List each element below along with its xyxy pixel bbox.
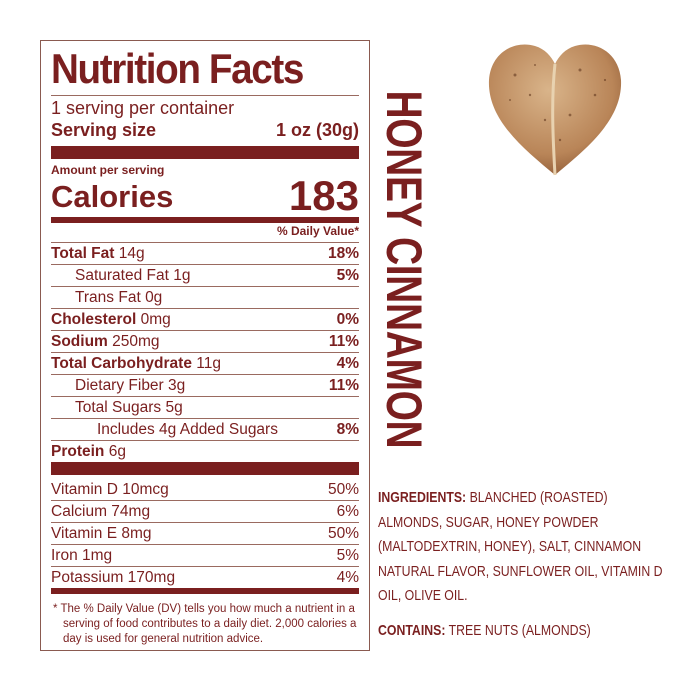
nutrient-dv: 11% xyxy=(328,377,359,394)
nutrient-name: Total Carbohydrate xyxy=(51,355,192,372)
calories-label: Calories xyxy=(51,179,174,214)
nutrient-name: Total Sugars xyxy=(75,399,162,416)
nutrient-amount: 250mg xyxy=(112,333,160,350)
nutrient-row: Saturated Fat 1g 5% xyxy=(51,264,359,286)
nutrient-amount: 14g xyxy=(118,245,145,262)
serving-size-value: 1 oz (30g) xyxy=(275,120,359,140)
calories-value: 183 xyxy=(288,172,359,219)
vitamin-row: Vitamin D 10mcg 50% xyxy=(51,478,359,500)
nutrient-dv: 5% xyxy=(336,267,359,284)
nutrient-row: Sodium 250mg 11% xyxy=(51,330,359,352)
vitamin-row: Iron 1mg 5% xyxy=(51,544,359,566)
nutrient-row: Total Fat 14g 18% xyxy=(51,242,359,264)
nutrient-name: Sodium xyxy=(51,333,108,350)
nutrient-dv: 8% xyxy=(336,421,359,438)
nutrient-name: Protein xyxy=(51,443,105,460)
vitamin-name: Calcium 74mg xyxy=(51,503,151,520)
nutrient-amount: 0g xyxy=(145,289,163,306)
nutrient-row: Cholesterol 0mg 0% xyxy=(51,308,359,330)
nutrient-row: Includes 4g Added Sugars 8% xyxy=(51,418,359,440)
nutrient-amount: 1g xyxy=(173,267,191,284)
almond-heart-image xyxy=(488,44,622,176)
nutrient-dv: 18% xyxy=(327,245,359,262)
vitamin-row: Potassium 170mg 4% xyxy=(51,566,359,588)
nutrient-row: Total Carbohydrate 11g 4% xyxy=(51,352,359,374)
nutrient-name: Saturated Fat xyxy=(75,267,169,284)
nutrient-dv: 0% xyxy=(336,311,359,328)
thick-divider xyxy=(51,146,359,159)
vitamin-name: Vitamin E 8mg xyxy=(51,525,152,542)
ingredients-block: INGREDIENTS: BLANCHED (ROASTED) ALMONDS,… xyxy=(378,486,665,643)
nutrient-name: Total Fat xyxy=(51,245,115,262)
nutrient-row: Protein 6g xyxy=(51,440,359,462)
nutrient-amount: 0mg xyxy=(140,311,171,328)
vitamin-dv: 4% xyxy=(336,569,359,586)
footnote: * The % Daily Value (DV) tells you how m… xyxy=(53,603,357,645)
nutrient-dv: 4% xyxy=(336,355,359,372)
flavor-name: HONEY CINNAMON xyxy=(376,90,432,449)
nutrient-name: Includes 4g Added Sugars xyxy=(97,421,278,438)
nutrient-name: Cholesterol xyxy=(51,311,137,328)
dv-header: % Daily Value* xyxy=(276,224,359,238)
medium-divider xyxy=(51,217,359,223)
vitamin-name: Potassium 170mg xyxy=(51,569,176,586)
thick-divider xyxy=(51,462,359,475)
vitamin-name: Iron 1mg xyxy=(51,547,113,564)
serving-size-label: Serving size xyxy=(51,120,157,140)
nutrient-row: Trans Fat 0g xyxy=(51,286,359,308)
vitamin-row: Calcium 74mg 6% xyxy=(51,500,359,522)
nutrient-name: Trans Fat xyxy=(75,289,141,306)
vitamin-dv: 6% xyxy=(336,503,359,520)
vitamin-dv: 50% xyxy=(327,481,359,498)
allergen-statement: CONTAINS: TREE NUTS (ALMONDS) xyxy=(378,621,591,639)
nutrient-amount: 11g xyxy=(196,355,221,372)
vitamin-row: Vitamin E 8mg 50% xyxy=(51,522,359,544)
nutrient-row: Total Sugars 5g xyxy=(51,396,359,418)
nutrition-facts-title: Nutrition Facts xyxy=(51,45,304,92)
vitamin-dv: 50% xyxy=(327,525,359,542)
medium-divider xyxy=(51,588,359,594)
nutrient-amount: 5g xyxy=(165,399,183,416)
servings-per-container: 1 serving per container xyxy=(51,98,235,118)
nutrition-facts-panel: Nutrition Facts 1 serving per container … xyxy=(40,40,370,651)
vitamin-dv: 5% xyxy=(336,547,359,564)
amount-per-serving: Amount per serving xyxy=(51,163,165,177)
nutrient-dv: 11% xyxy=(328,333,359,350)
ingredients-text: INGREDIENTS: BLANCHED (ROASTED) ALMONDS,… xyxy=(378,489,663,604)
nutrient-row: Dietary Fiber 3g 11% xyxy=(51,374,359,396)
nutrient-amount: 3g xyxy=(168,377,186,394)
vitamin-name: Vitamin D 10mcg xyxy=(51,481,169,498)
nutrient-name: Dietary Fiber xyxy=(75,377,164,394)
nutrient-amount: 6g xyxy=(108,443,126,460)
